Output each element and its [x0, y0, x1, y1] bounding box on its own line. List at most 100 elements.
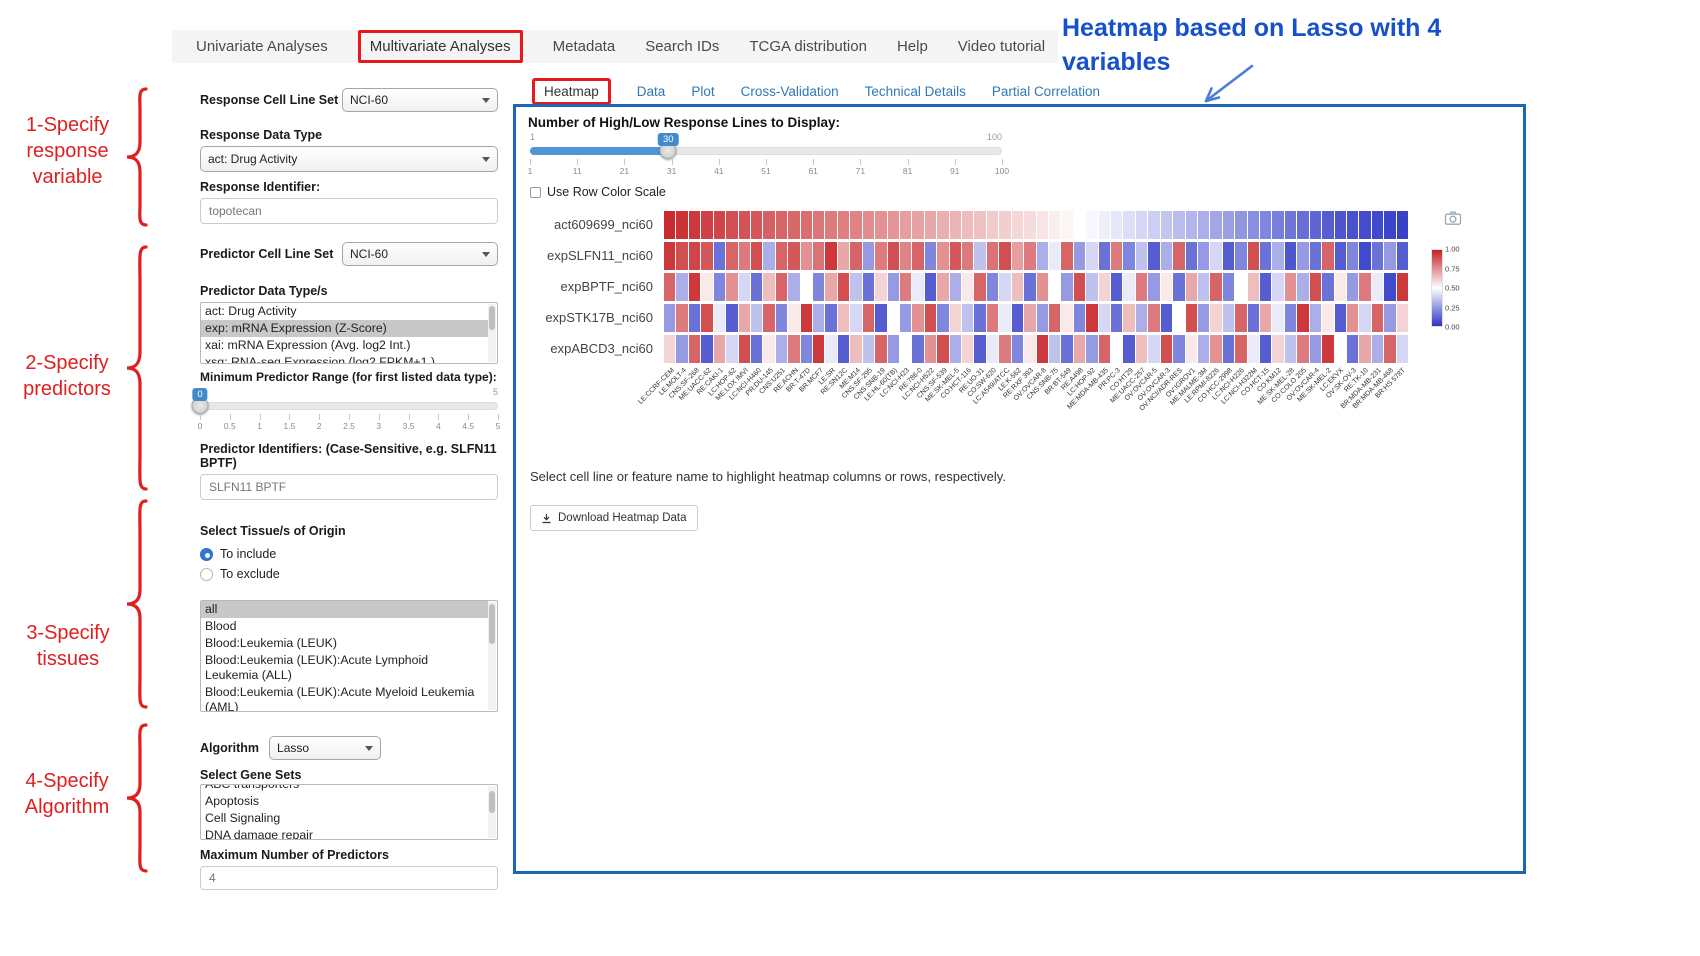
heatmap-cell[interactable]	[899, 242, 912, 270]
heatmap-cell[interactable]	[1309, 273, 1322, 301]
gene-set-list[interactable]: ABC transporters Apoptosis Cell Signaling D…	[200, 784, 498, 840]
heatmap-cell[interactable]	[974, 242, 986, 270]
heatmap-cell[interactable]	[1322, 211, 1334, 239]
heatmap-cell[interactable]	[750, 304, 763, 332]
heatmap-cell[interactable]	[1235, 273, 1247, 301]
heatmap-cell[interactable]	[1011, 335, 1024, 363]
tab-plot[interactable]: Plot	[691, 83, 715, 99]
heatmap-cell[interactable]	[937, 273, 949, 301]
heatmap-cell[interactable]	[750, 211, 763, 239]
heatmap-cell[interactable]	[664, 211, 676, 239]
heatmap-row-label[interactable]: expBPTF_nci60	[560, 279, 654, 294]
heatmap-cell[interactable]	[974, 273, 986, 301]
heatmap-cell[interactable]	[1160, 273, 1173, 301]
heatmap-cell[interactable]	[1123, 242, 1135, 270]
heatmap-cell[interactable]	[850, 211, 862, 239]
heatmap-cell[interactable]	[1048, 304, 1061, 332]
heatmap-cell[interactable]	[1086, 335, 1098, 363]
heatmap-cell[interactable]	[1334, 335, 1346, 363]
heatmap-cell[interactable]	[1185, 211, 1197, 239]
heatmap-cell[interactable]	[1235, 335, 1247, 363]
heatmap-cell[interactable]	[837, 273, 850, 301]
heatmap-cell[interactable]	[1197, 242, 1210, 270]
heatmap-cell[interactable]	[862, 335, 875, 363]
heatmap-cell[interactable]	[912, 273, 924, 301]
heatmap-cell[interactable]	[986, 335, 999, 363]
heatmap-cell[interactable]	[1123, 304, 1135, 332]
heatmap-cell[interactable]	[899, 304, 912, 332]
list-option[interactable]: DNA damage repair	[205, 828, 313, 840]
algorithm-select[interactable]: Lasso	[269, 736, 382, 760]
heatmap-cell[interactable]	[1247, 273, 1259, 301]
heatmap-cell[interactable]	[1309, 211, 1322, 239]
tab-cross-validation[interactable]: Cross-Validation	[740, 83, 839, 99]
heatmap-cell[interactable]	[862, 273, 875, 301]
nav-item-help[interactable]: Help	[896, 38, 928, 55]
heatmap-cell[interactable]	[1073, 211, 1086, 239]
heatmap-cell[interactable]	[788, 304, 800, 332]
heatmap-cell[interactable]	[1210, 335, 1222, 363]
heatmap-cell[interactable]	[1396, 304, 1408, 332]
heatmap-cell[interactable]	[1111, 304, 1123, 332]
heatmap-cell[interactable]	[788, 335, 800, 363]
heatmap-cell[interactable]	[738, 304, 750, 332]
heatmap-cell[interactable]	[1284, 211, 1297, 239]
heatmap-cell[interactable]	[701, 335, 713, 363]
heatmap-cell[interactable]	[949, 242, 961, 270]
list-option[interactable]: xsq: RNA-seq Expression (log2 FPKM+1.)	[205, 355, 435, 364]
heatmap-cell[interactable]	[1334, 211, 1346, 239]
heatmap-cell[interactable]	[1235, 211, 1247, 239]
heatmap-cell[interactable]	[1235, 242, 1247, 270]
heatmap-cell[interactable]	[1098, 211, 1110, 239]
heatmap-cell[interactable]	[775, 335, 788, 363]
heatmap-cell[interactable]	[676, 304, 688, 332]
heatmap-cell[interactable]	[986, 242, 999, 270]
heatmap-cell[interactable]	[1222, 304, 1235, 332]
radio-icon[interactable]	[200, 547, 213, 561]
heatmap-cell[interactable]	[1334, 273, 1346, 301]
heatmap-cell[interactable]	[1297, 304, 1309, 332]
heatmap-cell[interactable]	[937, 242, 949, 270]
heatmap-cell[interactable]	[775, 242, 788, 270]
heatmap-cell[interactable]	[1260, 211, 1272, 239]
heatmap-cell[interactable]	[1222, 211, 1235, 239]
heatmap-cell[interactable]	[1185, 335, 1197, 363]
heatmap-cell[interactable]	[1371, 211, 1384, 239]
heatmap-cell[interactable]	[1197, 304, 1210, 332]
heatmap-cell[interactable]	[1322, 304, 1334, 332]
heatmap-cell[interactable]	[1111, 242, 1123, 270]
list-option[interactable]: Blood:Leukemia (LEUK):Acute Myeloid Leuk…	[205, 685, 475, 712]
heatmap-cell[interactable]	[1148, 211, 1160, 239]
list-option[interactable]: all	[201, 601, 488, 618]
heatmap-cell[interactable]	[1210, 242, 1222, 270]
heatmap-cell[interactable]	[1024, 211, 1036, 239]
heatmap-cell[interactable]	[962, 211, 974, 239]
heatmap-cell[interactable]	[1160, 304, 1173, 332]
heatmap-cell[interactable]	[688, 335, 701, 363]
list-option[interactable]: exp: mRNA Expression (Z-Score)	[201, 320, 488, 337]
heatmap-cell[interactable]	[1173, 304, 1185, 332]
heatmap-cell[interactable]	[813, 242, 825, 270]
heatmap-cell[interactable]	[1210, 211, 1222, 239]
heatmap-cell[interactable]	[1247, 304, 1259, 332]
heatmap-cell[interactable]	[825, 211, 837, 239]
heatmap-cell[interactable]	[837, 242, 850, 270]
heatmap-cell[interactable]	[1235, 304, 1247, 332]
heatmap-cell[interactable]	[937, 335, 949, 363]
heatmap-cell[interactable]	[1061, 304, 1073, 332]
heatmap-cell[interactable]	[962, 335, 974, 363]
heatmap-cell[interactable]	[1160, 335, 1173, 363]
heatmap-cell[interactable]	[999, 242, 1011, 270]
heatmap-cell[interactable]	[1371, 304, 1384, 332]
heatmap-cell[interactable]	[999, 335, 1011, 363]
heatmap-cell[interactable]	[1284, 335, 1297, 363]
heatmap-cell[interactable]	[1024, 273, 1036, 301]
heatmap-cell[interactable]	[713, 242, 726, 270]
heatmap-cell[interactable]	[1384, 273, 1396, 301]
heatmap-cell[interactable]	[1309, 304, 1322, 332]
heatmap-cell[interactable]	[1135, 304, 1148, 332]
list-option[interactable]: Blood:Leukemia (LEUK):Acute Lymphoid Leu…	[205, 653, 429, 682]
heatmap-cell[interactable]	[676, 211, 688, 239]
heatmap-cell[interactable]	[701, 211, 713, 239]
response-data-type-select[interactable]: act: Drug Activity	[200, 146, 498, 172]
